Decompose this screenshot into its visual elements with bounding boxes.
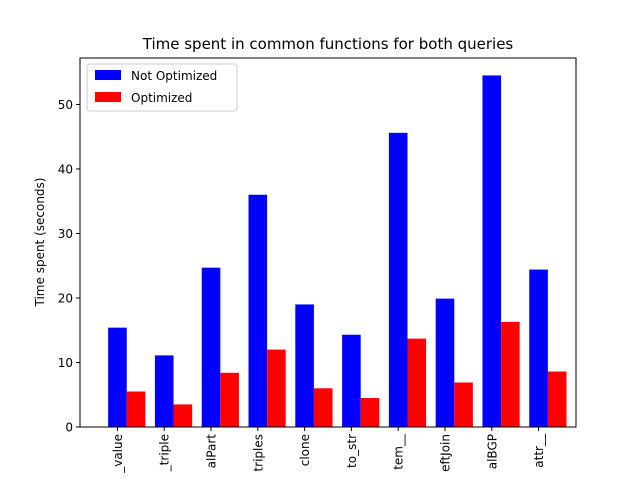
x-tick-label-0: _value <box>111 434 125 474</box>
bar-not-optimized-5 <box>342 334 361 427</box>
legend-box <box>86 63 238 112</box>
legend-label-1: Optimized <box>131 91 192 105</box>
bar-optimized-2 <box>220 372 239 427</box>
y-tick-label-3: 30 <box>58 227 73 241</box>
bar-optimized-8 <box>501 321 520 427</box>
bar-not-optimized-1 <box>154 355 174 427</box>
legend-label-0: Not Optimized <box>131 69 217 83</box>
bar-optimized-7 <box>454 382 473 427</box>
bar-not-optimized-9 <box>529 269 548 427</box>
bar-optimized-4 <box>313 388 333 427</box>
bar-not-optimized-4 <box>295 304 314 427</box>
chart-title: Time spent in common functions for both … <box>142 35 514 53</box>
bar-not-optimized-0 <box>108 327 127 427</box>
bar-not-optimized-8 <box>482 75 502 428</box>
legend-swatch-0 <box>95 70 121 80</box>
bar-optimized-9 <box>547 371 567 427</box>
bar-not-optimized-3 <box>248 194 268 427</box>
x-tick-label-7: eftJoin <box>438 434 452 472</box>
y-tick-label-2: 20 <box>58 291 73 305</box>
bar-optimized-6 <box>407 338 427 427</box>
x-tick-label-8: alBGP <box>485 434 499 469</box>
legend: Not Optimized Optimized <box>86 63 238 112</box>
x-tick-label-5: to_str <box>345 434 359 468</box>
y-tick-label-4: 40 <box>58 162 73 176</box>
x-tick-label-1: _triple <box>158 434 172 472</box>
bar-not-optimized-7 <box>435 298 455 427</box>
y-tick-label-1: 10 <box>58 356 73 370</box>
x-tick-label-9: attr__ <box>532 433 546 468</box>
y-axis: 0 10 20 30 40 50 <box>58 98 80 435</box>
bar-not-optimized-6 <box>388 132 408 427</box>
bar-optimized-1 <box>173 404 193 427</box>
legend-swatch-1 <box>95 92 121 102</box>
bar-optimized-0 <box>126 391 146 427</box>
bar-optimized-3 <box>267 349 286 427</box>
y-axis-label: Time spent (seconds) <box>33 178 47 308</box>
bar-not-optimized-2 <box>201 267 221 427</box>
plot-frame <box>79 57 577 428</box>
bars-group <box>108 75 567 428</box>
bar-optimized-5 <box>360 397 380 427</box>
x-tick-label-2: alPart <box>205 434 219 469</box>
x-axis: _value _triple alPart triples clone to_str tem… <box>111 427 546 474</box>
x-tick-label-6: tem__ <box>392 433 406 470</box>
y-tick-label-0: 0 <box>65 421 73 435</box>
x-tick-label-3: triples <box>251 434 265 472</box>
x-tick-label-4: clone <box>298 434 312 466</box>
y-tick-label-5: 50 <box>58 98 73 112</box>
